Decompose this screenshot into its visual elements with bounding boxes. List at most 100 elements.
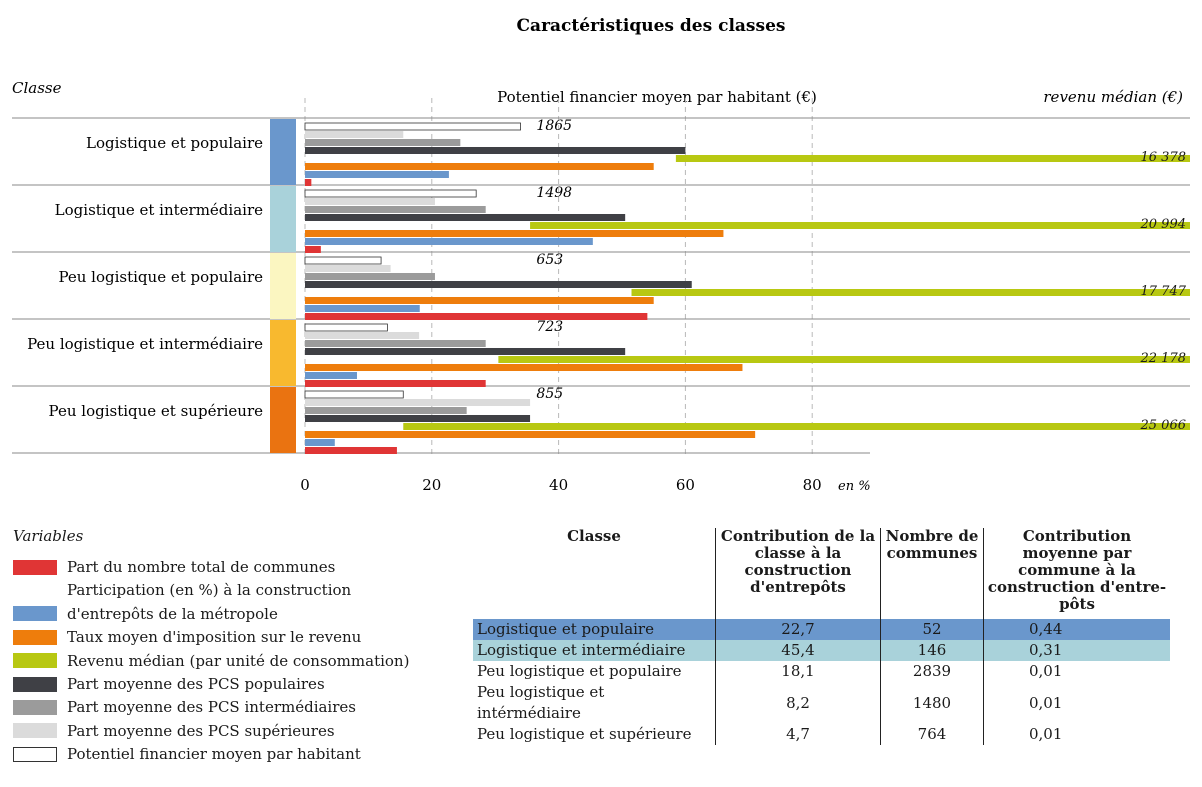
legend-swatch — [13, 606, 57, 622]
cell-nombre: 764 — [880, 724, 984, 745]
bar-series-2 — [305, 407, 467, 414]
x-tick-label: 80 — [803, 476, 822, 494]
bar-series-1 — [305, 265, 391, 272]
bar-revenu-median — [530, 222, 1190, 229]
class-color-swatch — [270, 119, 296, 185]
class-label: Peu logistique et populaire — [58, 268, 263, 286]
header-nombre-communes: Nombre de communes — [880, 528, 984, 619]
bar-potential — [304, 122, 521, 131]
cell-moyenne: 0,01 — [983, 724, 1170, 745]
cell-nombre: 52 — [880, 619, 984, 640]
bar-potential — [304, 256, 382, 265]
x-axis-ticks: 0 20 40 60 80 — [300, 476, 822, 494]
legend-item: Part moyenne des PCS intermédiaires — [13, 696, 356, 718]
bar-series-7 — [305, 447, 397, 454]
cell-classe: Peu logistique et populaire — [477, 662, 682, 680]
header-contribution-moyenne: Contribution moyenne par commune à la co… — [983, 528, 1170, 619]
potential-value-label: 1865 — [536, 118, 572, 134]
bar-series-5 — [305, 163, 654, 170]
x-unit-label: en % — [838, 479, 871, 494]
income-value-label: 17 747 — [1141, 284, 1187, 299]
bar-series-1 — [305, 332, 420, 339]
table-row: Peu logistique et intérmédiaire 8,2 1480 0,… — [473, 682, 1170, 724]
class-row: Peu logistique et supérieure 855 25 066 — [49, 386, 1190, 454]
cell-moyenne: 0,01 — [983, 682, 1170, 724]
table-row: Logistique et intermédiaire 45,4 146 0,31 — [473, 640, 1170, 661]
x-tick-label: 0 — [300, 476, 310, 494]
legend-label: Part du nombre total de communes — [67, 558, 336, 576]
bar-series-6 — [305, 372, 357, 379]
bar-series-3 — [305, 415, 531, 422]
bar-series-2 — [305, 273, 435, 280]
legend-label: Revenu médian (par unité de consommation… — [67, 651, 410, 670]
table-body: Logistique et populaire 22,7 52 0,44 Logisti… — [473, 619, 1170, 745]
class-row: Peu logistique et intermédiaire 723 22 178 — [27, 319, 1190, 387]
legend-item: d'entrepôts de la métropole — [13, 603, 278, 625]
bar-series-7 — [305, 380, 486, 387]
bar-series-1 — [305, 399, 531, 406]
cell-contribution: 22,7 — [715, 619, 881, 640]
bar-series-6 — [305, 238, 593, 245]
potential-value-label: 855 — [536, 386, 563, 402]
bar-revenu-median — [498, 356, 1190, 363]
cell-moyenne: 0,44 — [983, 619, 1170, 640]
class-color-swatch — [270, 387, 296, 453]
class-color-swatch — [270, 253, 296, 319]
table-row: Peu logistique et supérieure 4,7 764 0,01 — [473, 724, 1170, 745]
legend-title: Variables — [13, 527, 84, 545]
bar-series-2 — [305, 206, 486, 213]
bar-series-2 — [305, 340, 486, 347]
income-value-label: 20 994 — [1140, 217, 1187, 232]
cell-nombre: 2839 — [880, 661, 984, 682]
legend-swatch — [13, 676, 57, 692]
legend-swatch — [13, 559, 57, 575]
class-color-swatch — [270, 186, 296, 252]
bar-series-3 — [305, 147, 686, 154]
cell-nombre: 146 — [880, 640, 984, 661]
table-row: Logistique et populaire 22,7 52 0,44 — [473, 619, 1170, 640]
class-axis-label: Classe — [12, 79, 62, 97]
header-classe: Classe — [567, 527, 621, 545]
legend-label: d'entrepôts de la métropole — [67, 604, 278, 623]
legend-item: Part du nombre total de communes — [13, 556, 335, 578]
bar-series-1 — [305, 131, 404, 138]
legend-label: Taux moyen d'imposition sur le revenu — [67, 628, 362, 647]
bar-revenu-median — [403, 423, 1190, 430]
x-tick-label: 40 — [549, 476, 568, 494]
bar-series-7 — [305, 246, 321, 253]
income-value-label: 16 378 — [1141, 150, 1187, 165]
bar-potential — [304, 390, 404, 399]
cell-classe: Peu logistique et intérmédiaire — [477, 683, 605, 722]
table-row: Peu logistique et populaire 18,1 2839 0,01 — [473, 661, 1170, 682]
income-value-label: 25 066 — [1140, 418, 1187, 433]
legend-swatch — [13, 583, 57, 598]
potential-value-label: 1498 — [536, 185, 572, 201]
potential-value-label: 723 — [536, 319, 563, 335]
bar-series-1 — [305, 198, 435, 205]
class-label: Logistique et intermédiaire — [55, 201, 263, 219]
bar-series-7 — [305, 179, 312, 186]
header-contribution: Contribution de la classe à la construct… — [715, 528, 881, 619]
class-characteristics-chart: Caractéristiques des classes Classe Pote… — [12, 16, 1190, 494]
cell-classe: Logistique et populaire — [477, 620, 654, 638]
bar-series-3 — [305, 214, 626, 221]
bar-potential — [304, 323, 388, 332]
legend-swatch — [13, 653, 57, 669]
class-row: Peu logistique et populaire 653 17 747 — [58, 252, 1190, 320]
bar-series-3 — [305, 348, 626, 355]
legend-item: Part moyenne des PCS supérieures — [13, 720, 335, 742]
legend-label: Part moyenne des PCS supérieures — [67, 721, 335, 740]
income-header: revenu médian (€) — [1043, 88, 1183, 106]
legend-label: Participation (en %) à la construction — [67, 581, 352, 600]
legend-swatch — [13, 699, 57, 715]
cell-classe: Logistique et intermédiaire — [477, 641, 686, 659]
cell-moyenne: 0,01 — [983, 661, 1170, 682]
bar-series-5 — [305, 431, 756, 438]
bar-series-5 — [305, 297, 654, 304]
x-tick-label: 60 — [676, 476, 695, 494]
class-color-swatch — [270, 320, 296, 386]
class-label: Logistique et populaire — [86, 134, 263, 152]
potential-value-label: 653 — [536, 252, 563, 268]
class-rows: Logistique et populaire 1865 16 378 Logisti… — [27, 118, 1190, 454]
class-label: Peu logistique et supérieure — [49, 402, 264, 420]
